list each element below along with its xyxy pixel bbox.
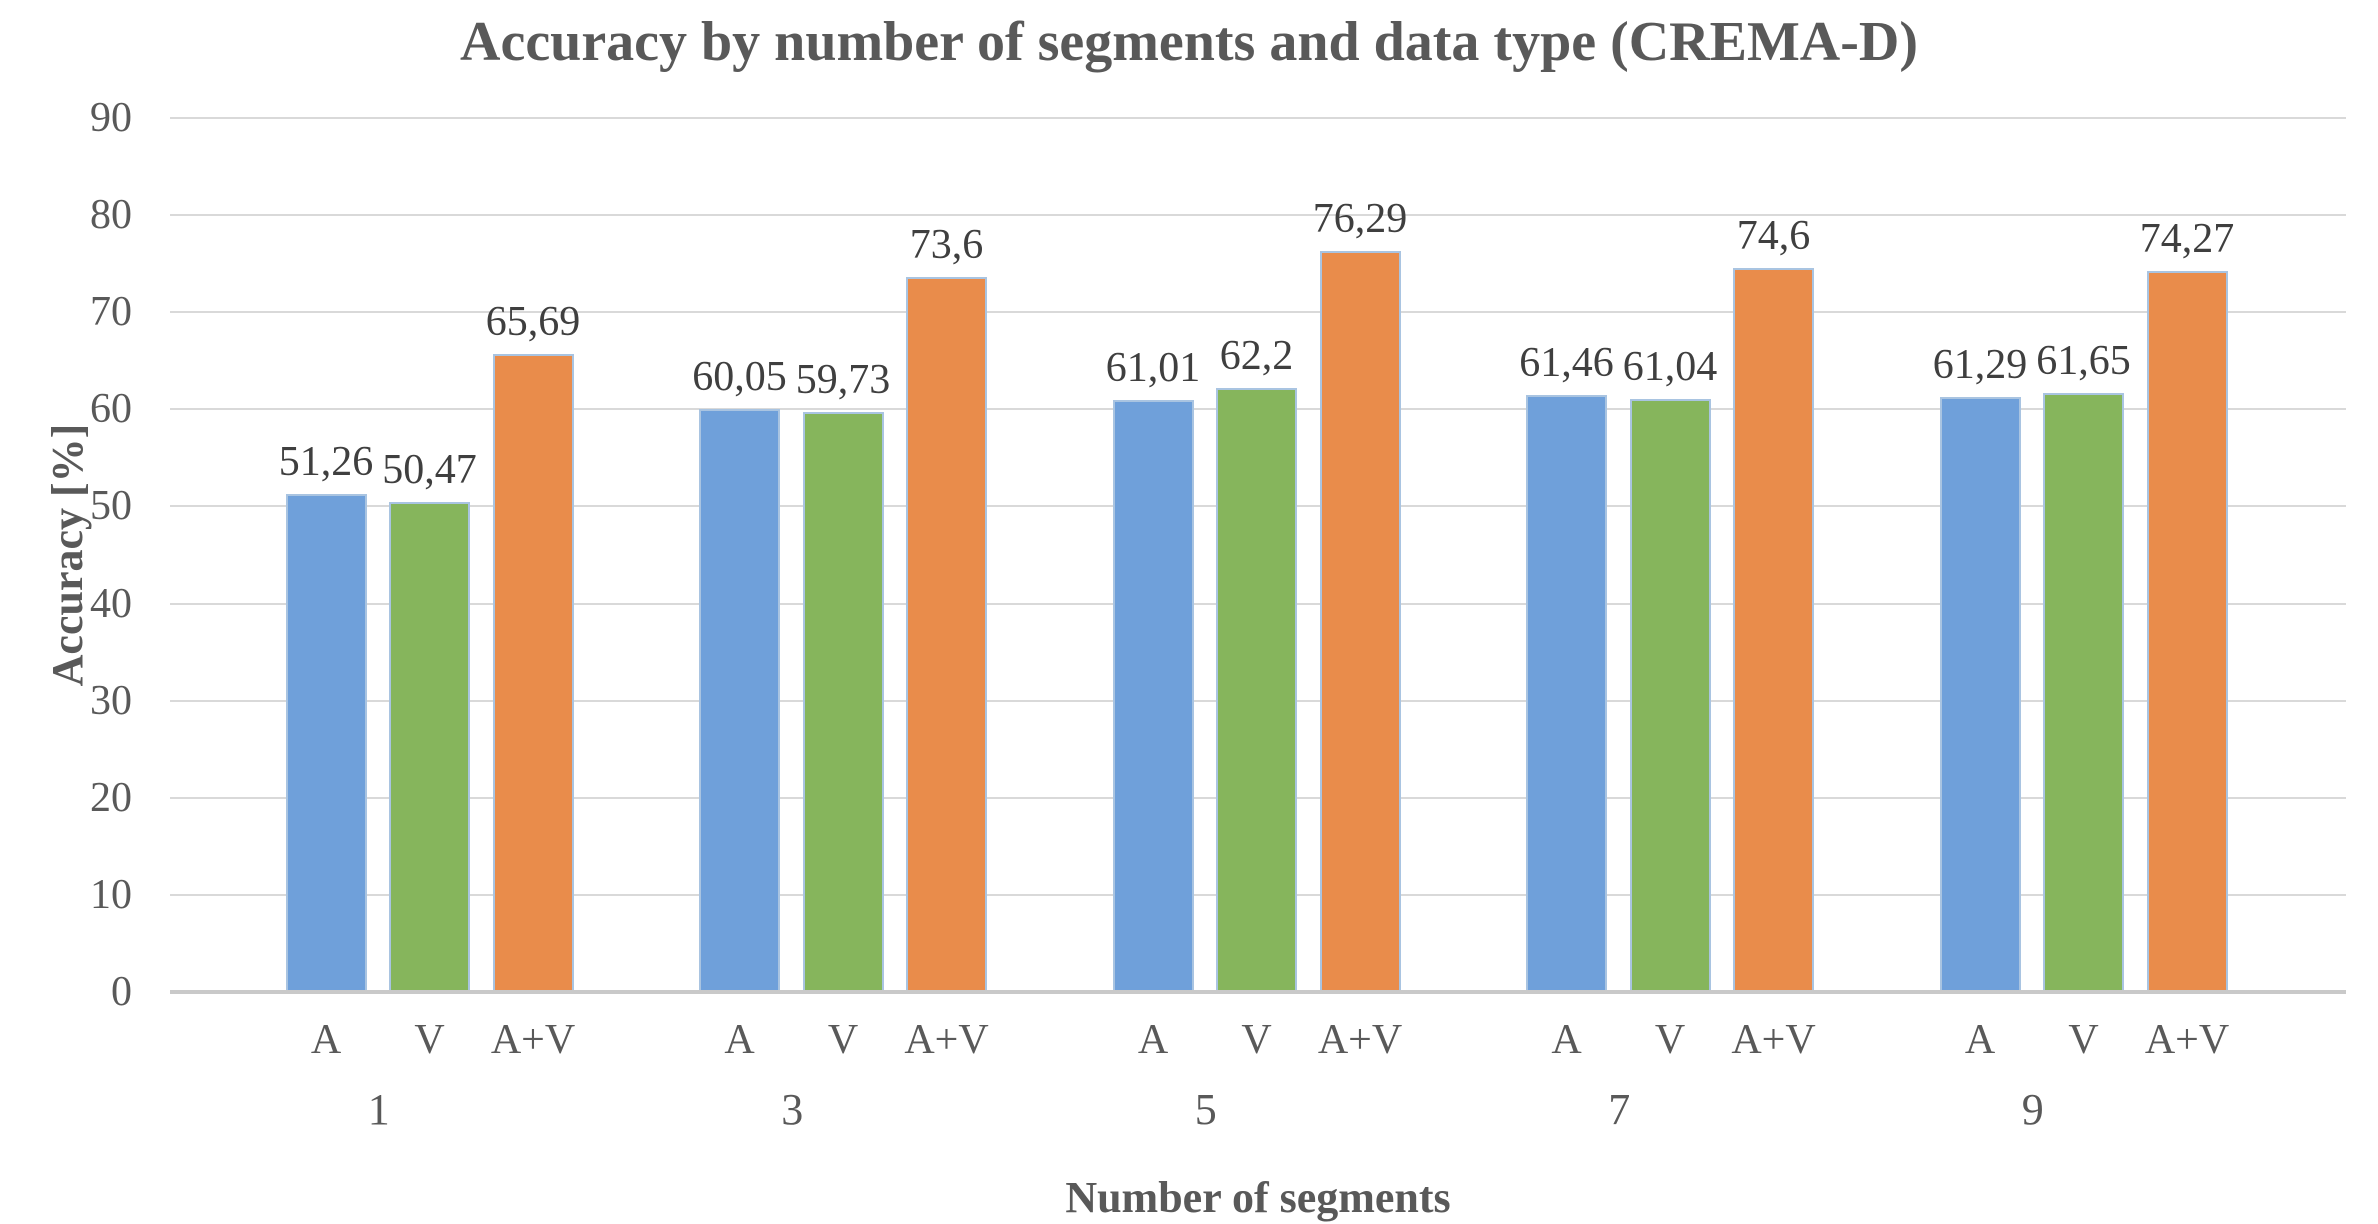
y-tick-label-0: 0 bbox=[111, 969, 132, 1015]
group-label-3: 3 bbox=[781, 1085, 804, 1134]
y-tick-label-10: 10 bbox=[90, 871, 132, 918]
y-tick-label-70: 70 bbox=[90, 289, 132, 336]
value-label-V-seg3: 59,73 bbox=[795, 356, 891, 403]
y-tick-label-90: 90 bbox=[90, 95, 132, 141]
bar-V-seg3 bbox=[802, 411, 884, 992]
gridline-80 bbox=[170, 214, 2346, 217]
value-label-A-seg5: 61,01 bbox=[1105, 344, 1201, 391]
series-label-V-seg5: V bbox=[1241, 1017, 1272, 1063]
bar-V-seg1 bbox=[389, 501, 470, 992]
x-axis-title: Number of segments bbox=[1065, 1173, 1451, 1222]
value-label-V-seg7: 61,04 bbox=[1622, 344, 1718, 391]
series-label-A-seg7: A bbox=[1551, 1017, 1582, 1063]
series-label-A-seg3: A bbox=[724, 1017, 755, 1063]
gridline-90 bbox=[170, 117, 2346, 120]
bar-A-seg7 bbox=[1526, 395, 1607, 992]
bar-A+V-seg1 bbox=[492, 354, 574, 992]
value-label-V-seg5: 62,2 bbox=[1219, 332, 1294, 379]
series-label-A-seg1: A bbox=[310, 1017, 342, 1063]
x-axis-line bbox=[170, 990, 2346, 994]
bar-A+V-seg7 bbox=[1733, 267, 1814, 992]
value-label-A+V-seg7: 74,6 bbox=[1736, 212, 1811, 259]
bar-A-seg9 bbox=[1939, 396, 2021, 992]
series-label-V-seg1: V bbox=[414, 1017, 445, 1063]
value-label-V-seg1: 50,47 bbox=[382, 446, 477, 493]
bar-A+V-seg9 bbox=[2146, 270, 2228, 992]
series-label-V-seg9: V bbox=[2068, 1017, 2099, 1063]
value-label-A-seg9: 61,29 bbox=[1932, 341, 2028, 388]
bar-V-seg5 bbox=[1216, 387, 1297, 992]
y-tick-label-40: 40 bbox=[90, 580, 132, 627]
bar-A-seg1 bbox=[285, 494, 367, 992]
y-tick-label-80: 80 bbox=[90, 192, 132, 239]
group-label-9: 9 bbox=[2021, 1085, 2044, 1134]
series-label-A+V-seg1: A+V bbox=[490, 1017, 576, 1063]
series-label-V-seg3: V bbox=[827, 1017, 859, 1063]
chart-title: Accuracy by number of segments and data … bbox=[460, 11, 1918, 73]
value-label-A+V-seg1: 65,69 bbox=[485, 299, 581, 346]
group-label-5: 5 bbox=[1194, 1085, 1217, 1134]
bar-A+V-seg3 bbox=[906, 277, 987, 992]
value-label-V-seg9: 61,65 bbox=[2036, 338, 2131, 385]
bar-A-seg5 bbox=[1112, 399, 1194, 992]
series-label-A-seg9: A bbox=[1964, 1017, 1996, 1063]
value-label-A+V-seg5: 76,29 bbox=[1312, 196, 1408, 243]
bar-V-seg7 bbox=[1629, 399, 1711, 992]
value-label-A-seg3: 60,05 bbox=[692, 353, 787, 400]
value-label-A-seg1: 51,26 bbox=[278, 439, 374, 486]
series-label-A+V-seg7: A+V bbox=[1731, 1017, 1816, 1063]
value-label-A+V-seg3: 73,6 bbox=[909, 222, 984, 269]
series-label-A-seg5: A bbox=[1137, 1017, 1169, 1063]
y-tick-label-30: 30 bbox=[90, 677, 132, 724]
series-label-V-seg7: V bbox=[1654, 1017, 1686, 1063]
bar-V-seg9 bbox=[2043, 393, 2124, 992]
bar-A-seg3 bbox=[699, 408, 780, 992]
gridline-70 bbox=[170, 311, 2346, 314]
series-label-A+V-seg5: A+V bbox=[1317, 1017, 1403, 1063]
plot-area bbox=[170, 117, 2346, 994]
y-tick-label-60: 60 bbox=[90, 386, 132, 433]
value-label-A+V-seg9: 74,27 bbox=[2139, 215, 2235, 262]
series-label-A+V-seg9: A+V bbox=[2144, 1017, 2230, 1063]
y-tick-label-20: 20 bbox=[90, 774, 132, 821]
group-label-1: 1 bbox=[367, 1085, 390, 1134]
series-label-A+V-seg3: A+V bbox=[904, 1017, 989, 1063]
value-label-A-seg7: 61,46 bbox=[1519, 340, 1614, 387]
group-label-7: 7 bbox=[1608, 1085, 1631, 1134]
y-tick-label-50: 50 bbox=[90, 483, 132, 530]
